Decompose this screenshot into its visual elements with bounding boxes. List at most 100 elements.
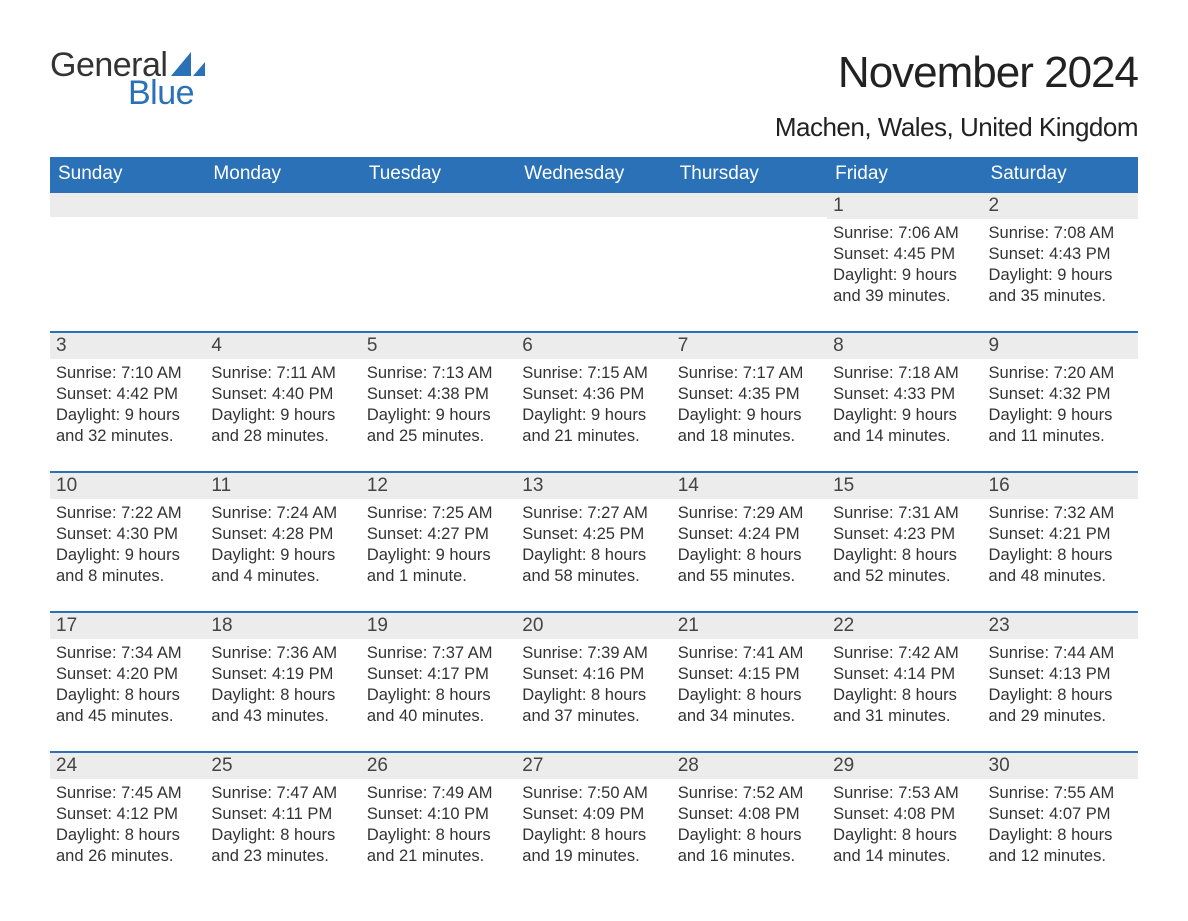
day-d1: Daylight: 8 hours <box>833 825 976 846</box>
day-d2: and 58 minutes. <box>522 566 665 587</box>
day-d2: and 40 minutes. <box>367 706 510 727</box>
day-sunset: Sunset: 4:38 PM <box>367 384 510 405</box>
day-cell: 23Sunrise: 7:44 AMSunset: 4:13 PMDayligh… <box>983 611 1138 751</box>
day-cell: 6Sunrise: 7:15 AMSunset: 4:36 PMDaylight… <box>516 331 671 471</box>
day-cell: 25Sunrise: 7:47 AMSunset: 4:11 PMDayligh… <box>205 751 360 891</box>
sail-icon <box>171 52 205 76</box>
day-number: 22 <box>827 611 982 639</box>
day-sunset: Sunset: 4:09 PM <box>522 804 665 825</box>
day-d2: and 19 minutes. <box>522 846 665 867</box>
day-cell: 18Sunrise: 7:36 AMSunset: 4:19 PMDayligh… <box>205 611 360 751</box>
day-sunrise: Sunrise: 7:06 AM <box>833 223 976 244</box>
day-d1: Daylight: 8 hours <box>678 825 821 846</box>
day-d2: and 34 minutes. <box>678 706 821 727</box>
day-d1: Daylight: 8 hours <box>367 685 510 706</box>
day-d1: Daylight: 8 hours <box>833 545 976 566</box>
day-sunset: Sunset: 4:07 PM <box>989 804 1132 825</box>
day-sunset: Sunset: 4:32 PM <box>989 384 1132 405</box>
day-d2: and 23 minutes. <box>211 846 354 867</box>
day-body: Sunrise: 7:37 AMSunset: 4:17 PMDaylight:… <box>361 639 516 731</box>
day-number: 5 <box>361 331 516 359</box>
day-cell: 29Sunrise: 7:53 AMSunset: 4:08 PMDayligh… <box>827 751 982 891</box>
day-sunrise: Sunrise: 7:49 AM <box>367 783 510 804</box>
day-cell: 27Sunrise: 7:50 AMSunset: 4:09 PMDayligh… <box>516 751 671 891</box>
day-sunrise: Sunrise: 7:08 AM <box>989 223 1132 244</box>
day-sunrise: Sunrise: 7:45 AM <box>56 783 199 804</box>
day-d1: Daylight: 8 hours <box>56 825 199 846</box>
logo-word-blue: Blue <box>128 76 205 110</box>
day-number: 7 <box>672 331 827 359</box>
header: General Blue November 2024 Machen, Wales… <box>50 48 1138 143</box>
day-sunset: Sunset: 4:20 PM <box>56 664 199 685</box>
day-sunset: Sunset: 4:16 PM <box>522 664 665 685</box>
empty-cell <box>516 191 671 331</box>
day-d2: and 43 minutes. <box>211 706 354 727</box>
day-sunrise: Sunrise: 7:18 AM <box>833 363 976 384</box>
day-sunrise: Sunrise: 7:55 AM <box>989 783 1132 804</box>
day-d2: and 1 minute. <box>367 566 510 587</box>
day-body: Sunrise: 7:42 AMSunset: 4:14 PMDaylight:… <box>827 639 982 731</box>
day-d1: Daylight: 9 hours <box>367 405 510 426</box>
day-d1: Daylight: 9 hours <box>833 265 976 286</box>
day-number: 16 <box>983 471 1138 499</box>
day-sunset: Sunset: 4:19 PM <box>211 664 354 685</box>
day-sunset: Sunset: 4:33 PM <box>833 384 976 405</box>
day-sunset: Sunset: 4:45 PM <box>833 244 976 265</box>
day-d1: Daylight: 8 hours <box>211 825 354 846</box>
empty-cell <box>361 191 516 331</box>
day-sunrise: Sunrise: 7:47 AM <box>211 783 354 804</box>
day-number: 2 <box>983 191 1138 219</box>
day-number: 21 <box>672 611 827 639</box>
day-d2: and 31 minutes. <box>833 706 976 727</box>
day-d1: Daylight: 9 hours <box>522 405 665 426</box>
day-number: 23 <box>983 611 1138 639</box>
day-d2: and 39 minutes. <box>833 286 976 307</box>
day-d2: and 48 minutes. <box>989 566 1132 587</box>
day-d2: and 29 minutes. <box>989 706 1132 727</box>
day-cell: 20Sunrise: 7:39 AMSunset: 4:16 PMDayligh… <box>516 611 671 751</box>
day-d1: Daylight: 8 hours <box>989 545 1132 566</box>
day-sunrise: Sunrise: 7:52 AM <box>678 783 821 804</box>
day-sunrise: Sunrise: 7:39 AM <box>522 643 665 664</box>
day-body: Sunrise: 7:18 AMSunset: 4:33 PMDaylight:… <box>827 359 982 451</box>
empty-daynum <box>361 191 516 217</box>
day-d1: Daylight: 8 hours <box>522 825 665 846</box>
day-cell: 12Sunrise: 7:25 AMSunset: 4:27 PMDayligh… <box>361 471 516 611</box>
day-sunset: Sunset: 4:30 PM <box>56 524 199 545</box>
empty-cell <box>205 191 360 331</box>
day-d1: Daylight: 9 hours <box>367 545 510 566</box>
day-body: Sunrise: 7:39 AMSunset: 4:16 PMDaylight:… <box>516 639 671 731</box>
day-body: Sunrise: 7:36 AMSunset: 4:19 PMDaylight:… <box>205 639 360 731</box>
calendar-page: General Blue November 2024 Machen, Wales… <box>0 0 1188 921</box>
day-sunrise: Sunrise: 7:15 AM <box>522 363 665 384</box>
day-sunset: Sunset: 4:43 PM <box>989 244 1132 265</box>
day-d1: Daylight: 8 hours <box>211 685 354 706</box>
day-cell: 24Sunrise: 7:45 AMSunset: 4:12 PMDayligh… <box>50 751 205 891</box>
day-cell: 8Sunrise: 7:18 AMSunset: 4:33 PMDaylight… <box>827 331 982 471</box>
day-cell: 15Sunrise: 7:31 AMSunset: 4:23 PMDayligh… <box>827 471 982 611</box>
calendar-row: 17Sunrise: 7:34 AMSunset: 4:20 PMDayligh… <box>50 611 1138 751</box>
day-body: Sunrise: 7:27 AMSunset: 4:25 PMDaylight:… <box>516 499 671 591</box>
day-d2: and 16 minutes. <box>678 846 821 867</box>
day-body: Sunrise: 7:44 AMSunset: 4:13 PMDaylight:… <box>983 639 1138 731</box>
day-cell: 30Sunrise: 7:55 AMSunset: 4:07 PMDayligh… <box>983 751 1138 891</box>
day-d1: Daylight: 8 hours <box>367 825 510 846</box>
day-cell: 17Sunrise: 7:34 AMSunset: 4:20 PMDayligh… <box>50 611 205 751</box>
day-d2: and 52 minutes. <box>833 566 976 587</box>
day-body: Sunrise: 7:15 AMSunset: 4:36 PMDaylight:… <box>516 359 671 451</box>
day-number: 30 <box>983 751 1138 779</box>
day-d1: Daylight: 8 hours <box>989 685 1132 706</box>
day-number: 9 <box>983 331 1138 359</box>
day-sunset: Sunset: 4:40 PM <box>211 384 354 405</box>
day-body: Sunrise: 7:11 AMSunset: 4:40 PMDaylight:… <box>205 359 360 451</box>
day-d1: Daylight: 9 hours <box>989 265 1132 286</box>
day-sunset: Sunset: 4:24 PM <box>678 524 821 545</box>
day-d2: and 28 minutes. <box>211 426 354 447</box>
day-sunrise: Sunrise: 7:42 AM <box>833 643 976 664</box>
day-number: 20 <box>516 611 671 639</box>
day-sunrise: Sunrise: 7:13 AM <box>367 363 510 384</box>
day-number: 25 <box>205 751 360 779</box>
day-cell: 21Sunrise: 7:41 AMSunset: 4:15 PMDayligh… <box>672 611 827 751</box>
day-d1: Daylight: 8 hours <box>833 685 976 706</box>
weekday-header: Tuesday <box>361 157 516 191</box>
